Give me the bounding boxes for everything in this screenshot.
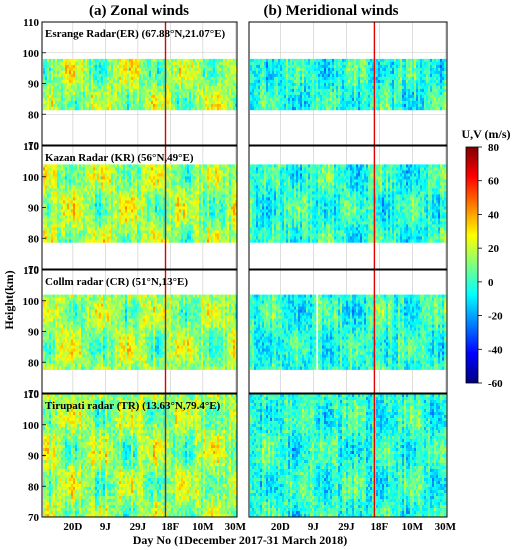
x-tick-label: 29J (338, 521, 355, 533)
y-tick-label: 90 (28, 327, 40, 339)
y-tick-label: 100 (23, 420, 40, 432)
x-tick-label: 10M (192, 521, 214, 533)
y-tick-label: 100 (23, 48, 40, 60)
x-tick-label: 9J (308, 521, 320, 533)
colorbar-tick-label: -40 (488, 344, 503, 356)
radar-label: Tirupati radar (TR) (13.63°N,79.4°E) (45, 400, 221, 412)
x-tick-label: 18F (370, 521, 388, 533)
panel-meridional-1 (249, 22, 447, 145)
colorbar-tick-label: 60 (488, 176, 500, 188)
x-tick-label: 29J (130, 521, 147, 533)
y-tick-label: 90 (28, 203, 40, 215)
wind-field (43, 295, 237, 370)
wind-field (43, 59, 237, 110)
y-tick-label: 70 (28, 512, 40, 524)
radar-label: Collm radar (CR) (51°N,13°E) (45, 276, 188, 288)
y-tick-label: 80 (28, 233, 40, 245)
panel-meridional-2 (249, 146, 447, 269)
radar-label: Kazan Radar (KR) (56°N,49°E) (45, 152, 194, 164)
colorbar (466, 147, 478, 383)
radar-label: Esrange Radar(ER) (67.88°N,21.07°E) (45, 28, 226, 40)
y-tick-label: 80 (28, 481, 40, 493)
panel-meridional-3 (249, 270, 447, 393)
colorbar-title: U,V (m/s) (461, 127, 510, 141)
colorbar-tick-label: -60 (488, 378, 503, 390)
y-tick-label: 110 (23, 265, 39, 277)
wind-field (250, 295, 446, 370)
y-tick-label: 110 (23, 17, 39, 29)
panel-meridional-4 (249, 394, 447, 517)
x-tick-label: 18F (162, 521, 180, 533)
colorbar-tick-label: 0 (488, 277, 494, 289)
x-tick-label: 9J (100, 521, 112, 533)
colorbar-tick-label: 20 (488, 243, 500, 255)
colorbar-tick-label: 40 (488, 209, 500, 221)
y-axis-title: Height(km) (2, 270, 16, 329)
x-tick-label: 30M (435, 521, 457, 533)
x-axis-title: Day No (1December 2017-31 March 2018) (133, 533, 348, 547)
wind-field (250, 394, 446, 517)
wind-field (250, 164, 446, 242)
wind-field (250, 59, 446, 110)
y-tick-label: 90 (28, 79, 40, 91)
col-title-zonal: (a) Zonal winds (89, 3, 189, 19)
y-tick-label: 110 (23, 141, 39, 153)
y-tick-label: 100 (23, 172, 40, 184)
wind-field (43, 394, 237, 517)
x-tick-label: 20D (271, 521, 290, 533)
y-tick-label: 100 (23, 296, 40, 308)
colorbar-tick-label: -20 (488, 311, 503, 323)
y-tick-label: 110 (23, 389, 39, 401)
y-tick-label: 90 (28, 451, 40, 463)
x-tick-label: 10M (402, 521, 424, 533)
x-tick-label: 20D (63, 521, 82, 533)
wind-field (43, 164, 237, 242)
x-tick-label: 30M (225, 521, 247, 533)
y-tick-label: 80 (28, 109, 40, 121)
y-tick-label: 80 (28, 357, 40, 369)
colorbar-tick-label: 80 (488, 142, 500, 154)
col-title-meridional: (b) Meridional winds (263, 3, 398, 19)
panel-zonal-4: 70 80 90 100 110 Tirupati radar (TR) (13.63°N… (23, 389, 238, 524)
